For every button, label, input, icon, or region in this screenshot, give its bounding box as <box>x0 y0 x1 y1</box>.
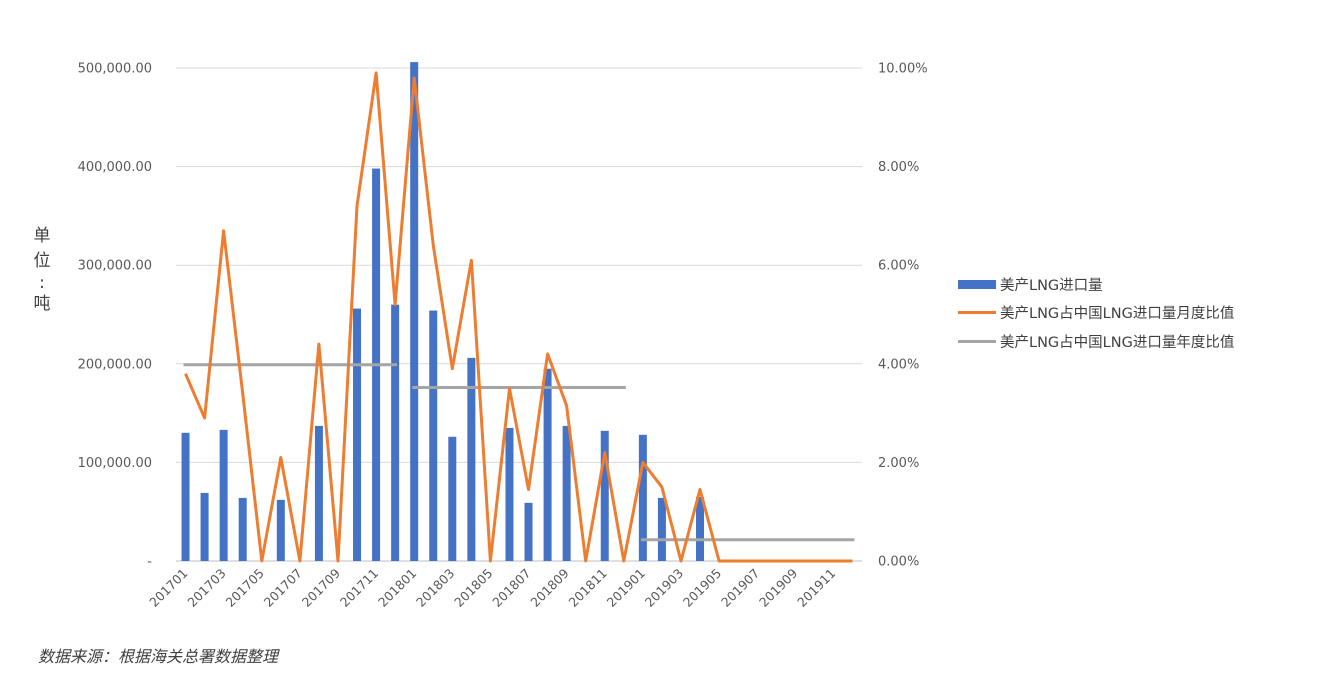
legend: 美产LNG进口量 美产LNG占中国LNG进口量月度比值 美产LNG占中国LNG进… <box>958 270 1234 356</box>
x-tick-label: 201909 <box>756 565 800 609</box>
volume-bar <box>410 62 419 562</box>
y-right-tick-label: 6.00% <box>878 259 919 274</box>
y-right-tick-label: 4.00% <box>878 357 919 372</box>
y-left-tick-label: - <box>147 555 152 570</box>
left-y-axis-ticks: - 100,000.00 200,000.00 300,000.00 400,000.0… <box>78 62 153 570</box>
volume-bar <box>505 427 514 561</box>
x-tick-label: 201811 <box>566 566 610 610</box>
volume-bar <box>429 310 438 561</box>
x-tick-label: 201907 <box>718 566 762 610</box>
volume-bar <box>562 425 571 561</box>
volume-bar <box>657 497 666 561</box>
x-tick-label: 201711 <box>337 566 381 610</box>
volume-bar <box>200 492 209 561</box>
y-left-tick-label: 200,000.00 <box>78 357 152 372</box>
volume-bar <box>391 304 400 561</box>
left-axis-unit-label: 单 位 : 吨 <box>30 224 54 317</box>
x-tick-label: 201803 <box>413 566 457 610</box>
unit-char: 单 <box>33 226 51 246</box>
volume-bar <box>276 499 285 561</box>
volume-bar <box>219 429 228 561</box>
volume-bar <box>696 496 705 561</box>
monthly-ratio-line <box>184 71 853 563</box>
volume-bar <box>353 308 362 561</box>
legend-swatch-line <box>958 311 996 315</box>
unit-char: 位 <box>33 251 51 271</box>
x-tick-label: 201903 <box>642 566 686 610</box>
volume-bar <box>600 430 609 561</box>
y-right-tick-label: 0.00% <box>878 555 919 570</box>
legend-item-monthly-ratio[interactable]: 美产LNG占中国LNG进口量月度比值 <box>958 299 1234 328</box>
unit-char: 吨 <box>33 294 51 314</box>
x-tick-label: 201911 <box>794 566 838 610</box>
x-tick-label: 201703 <box>184 566 228 610</box>
volume-bar <box>467 357 476 561</box>
y-left-tick-label: 300,000.00 <box>78 259 152 274</box>
gridlines <box>176 67 862 562</box>
volume-bar <box>638 434 647 561</box>
y-left-tick-label: 500,000.00 <box>78 62 152 77</box>
legend-label: 美产LNG占中国LNG进口量月度比值 <box>1000 306 1235 323</box>
x-tick-label: 201809 <box>527 565 571 609</box>
legend-swatch-line <box>958 339 996 343</box>
legend-label: 美产LNG进口量 <box>1000 277 1103 294</box>
x-tick-label: 201901 <box>604 566 648 610</box>
y-right-tick-label: 2.00% <box>878 456 919 471</box>
right-y-axis-ticks: 0.00% 2.00% 4.00% 6.00% 8.00% 10.00% <box>878 62 928 570</box>
volume-bar <box>543 368 552 561</box>
x-axis-ticks: 2017012017032017052017072017092017112018… <box>146 565 838 609</box>
y-right-tick-label: 8.00% <box>878 160 919 175</box>
x-tick-label: 201709 <box>299 565 343 609</box>
x-tick-label: 201805 <box>451 566 495 610</box>
x-tick-label: 201701 <box>146 566 190 610</box>
x-tick-label: 201707 <box>261 566 305 610</box>
legend-item-volume[interactable]: 美产LNG进口量 <box>958 270 1234 299</box>
x-tick-label: 201801 <box>375 566 419 610</box>
volume-bar <box>314 425 323 561</box>
y-left-tick-label: 100,000.00 <box>78 456 152 471</box>
legend-swatch-bar <box>958 279 996 289</box>
x-tick-label: 201905 <box>680 566 724 610</box>
monthly-ratio-series <box>184 71 853 563</box>
legend-item-yearly-ratio[interactable]: 美产LNG占中国LNG进口量年度比值 <box>958 327 1234 356</box>
y-left-tick-label: 400,000.00 <box>78 160 152 175</box>
volume-bar <box>448 436 457 561</box>
y-right-tick-label: 10.00% <box>878 62 928 77</box>
data-source-note: 数据来源：根据海关总署数据整理 <box>38 647 279 666</box>
x-tick-label: 201705 <box>223 566 267 610</box>
volume-bar <box>238 497 247 561</box>
unit-char: : <box>39 273 45 293</box>
legend-label: 美产LNG占中国LNG进口量年度比值 <box>1000 334 1235 351</box>
volume-bar <box>181 432 190 561</box>
volume-bar <box>524 502 533 561</box>
x-tick-label: 201807 <box>489 566 533 610</box>
